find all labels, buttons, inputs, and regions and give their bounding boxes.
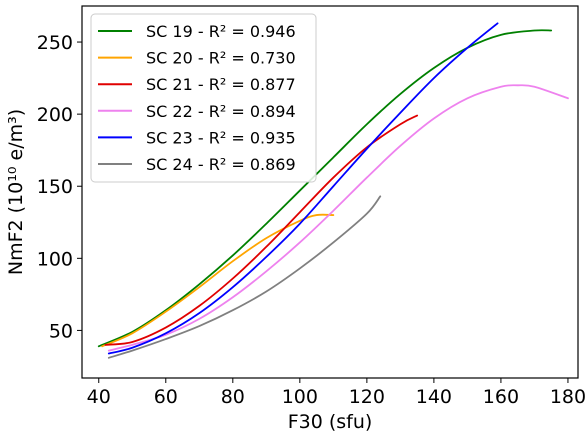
x-tick-label: 180 [550, 386, 586, 408]
series-line-1 [97, 29, 553, 348]
series-line-6 [107, 195, 382, 359]
series-line-3 [104, 114, 419, 346]
x-axis: 40 60 80 100 120 140 160 180 [87, 378, 586, 408]
x-tick-label: 80 [221, 386, 245, 408]
y-tick-label: 250 [37, 32, 73, 54]
x-tick-label: 140 [416, 386, 452, 408]
y-tick-label: 150 [37, 176, 73, 198]
legend-label-1: SC 19 - R² = 0.946 [146, 22, 296, 41]
y-tick-label: 100 [37, 248, 73, 270]
y-axis: 50 100 150 200 250 [37, 32, 82, 342]
legend-label-5: SC 23 - R² = 0.935 [146, 128, 296, 147]
legend-label-4: SC 22 - R² = 0.894 [146, 102, 296, 121]
y-axis-label: NmF2 (10¹⁰ e/m³) [5, 109, 27, 275]
series-line-4 [107, 84, 569, 352]
legend-label-3: SC 21 - R² = 0.877 [146, 75, 296, 94]
x-tick-label: 160 [483, 386, 519, 408]
y-tick-label: 50 [49, 320, 73, 342]
series-line-2 [101, 213, 335, 348]
plot-frame [81, 5, 579, 379]
series-line-5 [107, 22, 499, 355]
y-tick-label: 200 [37, 104, 73, 126]
series-layer [97, 22, 569, 359]
legend-label-6: SC 24 - R² = 0.869 [146, 155, 296, 174]
x-tick-label: 120 [349, 386, 385, 408]
x-axis-label: F30 (sfu) [288, 411, 373, 433]
legend-label-2: SC 20 - R² = 0.730 [146, 49, 296, 68]
x-tick-label: 100 [282, 386, 318, 408]
legend: SC 19 - R² = 0.946 SC 20 - R² = 0.730 SC 2… [90, 13, 317, 183]
x-tick-label: 40 [87, 386, 111, 408]
legend-box [90, 13, 317, 183]
x-tick-label: 60 [154, 386, 178, 408]
